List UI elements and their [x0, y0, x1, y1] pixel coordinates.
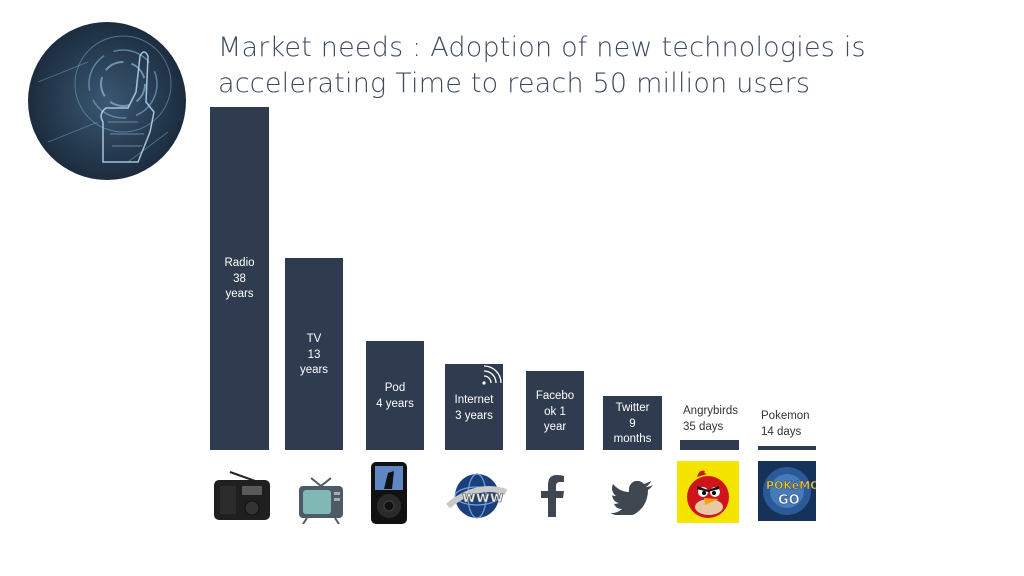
bar-label-facebook: Facebo ok 1 year — [535, 390, 575, 433]
bar-pokemon — [758, 446, 816, 450]
title-line-2: accelerating Time to reach 50 million us… — [218, 68, 811, 99]
ipod-icon — [370, 461, 408, 530]
bar-internet — [445, 364, 503, 450]
bar-label-pod: Pod 4 years — [376, 382, 414, 410]
tv-icon — [297, 476, 345, 529]
bar-label-pokemon: Pokemon 14 days — [761, 410, 810, 438]
bar-label-angrybirds: Angrybirds 35 days — [683, 405, 738, 433]
slide-title: Market needs : Adoption of new technolog… — [218, 30, 978, 102]
twitter-icon — [610, 480, 654, 520]
bar-angrybirds — [680, 440, 739, 450]
pokemon-go-icon: POKéMONGO — [758, 461, 829, 526]
www-globe-icon: www — [446, 472, 508, 525]
angry-birds-icon — [677, 461, 739, 528]
bar-facebook — [526, 371, 584, 450]
bar-label-tv: TV 13 years — [299, 333, 329, 376]
signal-icon — [482, 365, 502, 385]
bar-tv — [285, 258, 343, 450]
bar-pod — [366, 341, 424, 450]
svg-text:www: www — [462, 488, 504, 506]
facebook-icon — [537, 475, 567, 522]
radio-icon — [212, 470, 272, 527]
title-line-1: Market needs : Adoption of new technolog… — [218, 32, 866, 63]
bar-radio — [210, 107, 269, 450]
svg-text:POKéMON: POKéMON — [766, 479, 816, 492]
svg-text:GO: GO — [778, 493, 800, 508]
bar-label-radio: Radio 38 years — [224, 257, 255, 300]
bar-label-internet: Internet 3 years — [454, 394, 494, 422]
tech-hand-logo — [28, 22, 186, 180]
bar-label-twitter: Twitter 9 months — [613, 402, 652, 445]
bar-twitter — [603, 396, 662, 450]
